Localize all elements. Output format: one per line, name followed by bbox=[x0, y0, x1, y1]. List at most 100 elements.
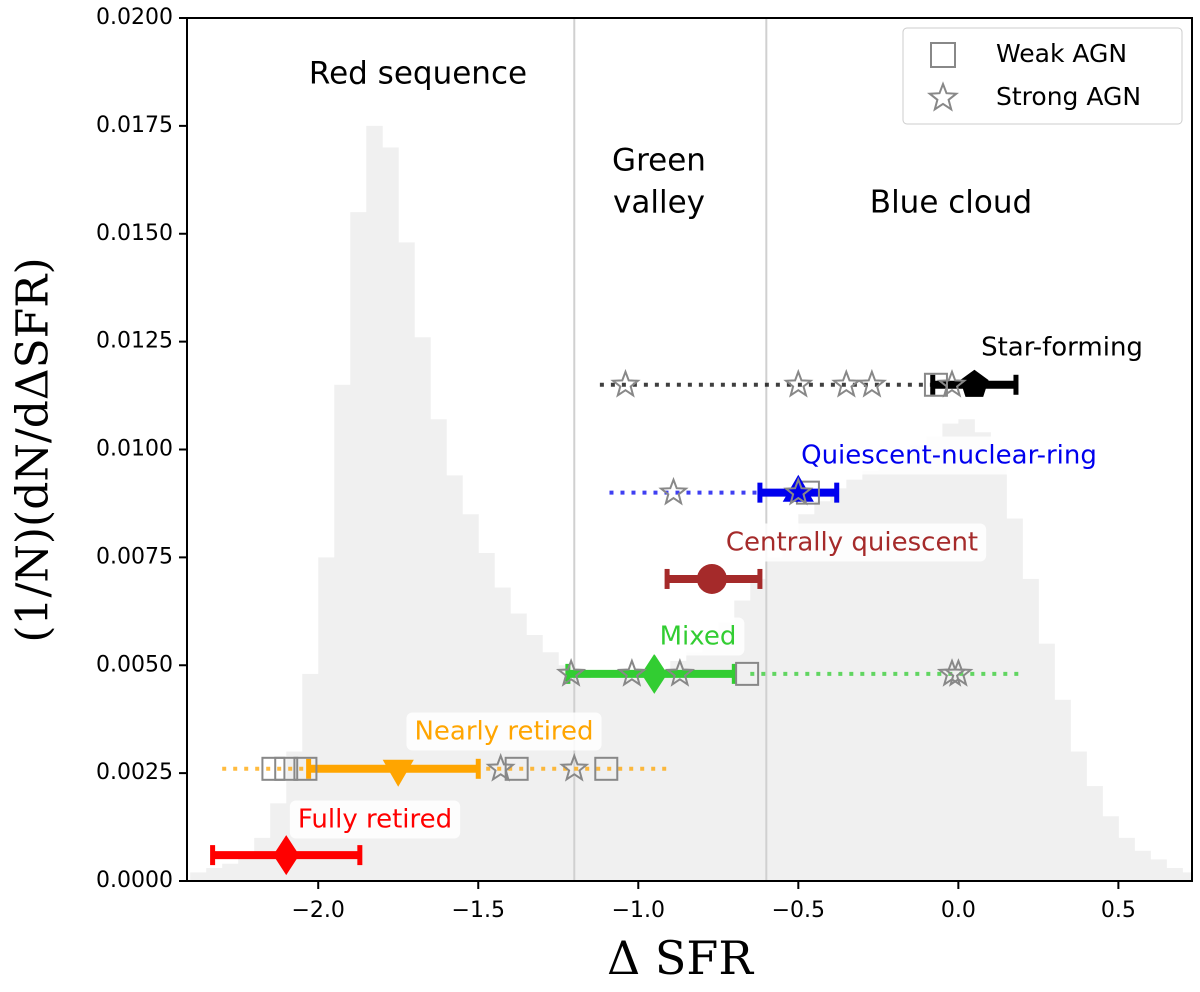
strong-agn-marker bbox=[559, 752, 590, 782]
y-tick-label: 0.0050 bbox=[96, 652, 173, 677]
histogram-bar bbox=[462, 514, 479, 881]
histogram-bar bbox=[398, 242, 415, 881]
histogram-bar bbox=[878, 462, 895, 881]
histogram-bar bbox=[718, 622, 735, 881]
histogram-bar bbox=[734, 600, 751, 881]
weak-agn-marker bbox=[594, 756, 619, 781]
mean-marker bbox=[960, 369, 989, 397]
histogram-bar bbox=[1166, 868, 1183, 881]
legend-label: Weak AGN bbox=[996, 39, 1127, 68]
histogram-bar bbox=[238, 855, 255, 881]
mean-marker bbox=[273, 835, 300, 876]
histogram-bar bbox=[542, 652, 559, 881]
histogram-bar bbox=[846, 479, 863, 881]
y-axis-label: (1/N)(dN/dΔSFR) bbox=[8, 257, 59, 642]
histogram-bar bbox=[558, 665, 575, 881]
strong-agn-marker bbox=[783, 368, 814, 398]
weak-agn-marker bbox=[261, 756, 286, 781]
y-tick-label: 0.0125 bbox=[96, 329, 173, 354]
histogram-bar bbox=[958, 419, 975, 881]
histogram-bar bbox=[942, 423, 959, 881]
y-tick-label: 0.0000 bbox=[96, 868, 173, 893]
y-tick-label: 0.0025 bbox=[96, 760, 173, 785]
histogram-bar bbox=[414, 337, 431, 881]
histogram-bar bbox=[1038, 643, 1055, 881]
histogram-bar bbox=[446, 475, 463, 881]
x-tick-label: −1.5 bbox=[452, 898, 505, 923]
histogram-bar bbox=[910, 445, 927, 881]
histogram-bar bbox=[1182, 872, 1192, 881]
label-box bbox=[973, 328, 1151, 367]
histogram-bar bbox=[526, 635, 543, 881]
histogram-bar bbox=[318, 557, 335, 881]
y-tick-label: 0.0200 bbox=[96, 5, 173, 30]
strong-agn-marker bbox=[936, 368, 968, 398]
histogram-bar bbox=[686, 652, 703, 881]
histogram-bar bbox=[750, 578, 767, 881]
strong-agn-marker bbox=[555, 658, 587, 687]
label-box bbox=[406, 712, 602, 751]
x-tick-label: −0.5 bbox=[772, 898, 825, 923]
histogram-bar bbox=[638, 673, 655, 881]
strong-agn-marker bbox=[610, 368, 641, 398]
histogram-bar bbox=[814, 501, 831, 881]
mean-marker bbox=[641, 653, 668, 694]
mean-marker bbox=[382, 759, 414, 787]
x-tick-label: −2.0 bbox=[292, 898, 345, 923]
histogram-bar bbox=[1102, 816, 1119, 881]
y-tick-label: 0.0150 bbox=[96, 221, 173, 246]
weak-agn-marker bbox=[923, 372, 948, 397]
histogram-bar bbox=[926, 436, 943, 881]
series-label: Centrally quiescent bbox=[726, 528, 978, 558]
histogram-bar bbox=[254, 837, 271, 881]
histogram-bar bbox=[350, 212, 367, 881]
label-box bbox=[651, 617, 745, 656]
legend-label: Strong AGN bbox=[996, 82, 1141, 111]
x-tick-label: −1.0 bbox=[612, 898, 665, 923]
region-label: Green bbox=[612, 143, 706, 179]
series-label: Fully retired bbox=[298, 805, 452, 835]
histogram-bar bbox=[1022, 578, 1039, 881]
histogram-bar bbox=[894, 453, 911, 881]
histogram-bar bbox=[990, 466, 1007, 881]
strong-agn-marker bbox=[783, 476, 814, 506]
x-tick-label: 0.5 bbox=[1101, 898, 1136, 923]
histogram-bar bbox=[334, 384, 351, 881]
legend-square bbox=[930, 42, 956, 68]
label-box bbox=[793, 436, 1105, 475]
mean-marker bbox=[782, 474, 814, 502]
histogram-bar bbox=[798, 514, 815, 881]
histogram-bar bbox=[1054, 699, 1071, 881]
histogram-bar bbox=[766, 557, 783, 881]
legend-box bbox=[902, 27, 1183, 125]
x-tick-label: 0.0 bbox=[941, 898, 976, 923]
series-label: Nearly retired bbox=[414, 717, 593, 747]
histogram-bar bbox=[974, 432, 991, 881]
histogram-bar bbox=[862, 471, 879, 881]
y-tick-label: 0.0075 bbox=[96, 544, 173, 569]
histogram-bar bbox=[622, 678, 639, 881]
region-label: Red sequence bbox=[309, 56, 527, 92]
histogram-bar bbox=[206, 868, 223, 881]
label-box bbox=[289, 800, 461, 839]
series-label: Mixed bbox=[660, 622, 737, 652]
strong-agn-marker bbox=[856, 368, 888, 398]
histogram-bar bbox=[670, 660, 687, 881]
y-tick-label: 0.0100 bbox=[96, 437, 173, 462]
histogram-bar bbox=[1118, 837, 1135, 881]
histogram-bar bbox=[222, 863, 239, 881]
histogram-bar bbox=[654, 669, 671, 881]
histogram-bar bbox=[702, 639, 719, 881]
histogram-bar bbox=[1006, 518, 1023, 881]
label-box bbox=[717, 523, 987, 562]
histogram-bar bbox=[1150, 859, 1167, 881]
histogram-bar bbox=[1086, 786, 1103, 881]
region-label: Blue cloud bbox=[870, 185, 1032, 221]
x-axis-label: Δ SFR bbox=[607, 931, 754, 985]
strong-agn-marker bbox=[658, 476, 689, 506]
weak-agn-marker bbox=[293, 756, 318, 781]
strong-agn-marker bbox=[616, 658, 648, 687]
mean-marker bbox=[696, 563, 727, 594]
strong-agn-marker bbox=[943, 658, 974, 687]
